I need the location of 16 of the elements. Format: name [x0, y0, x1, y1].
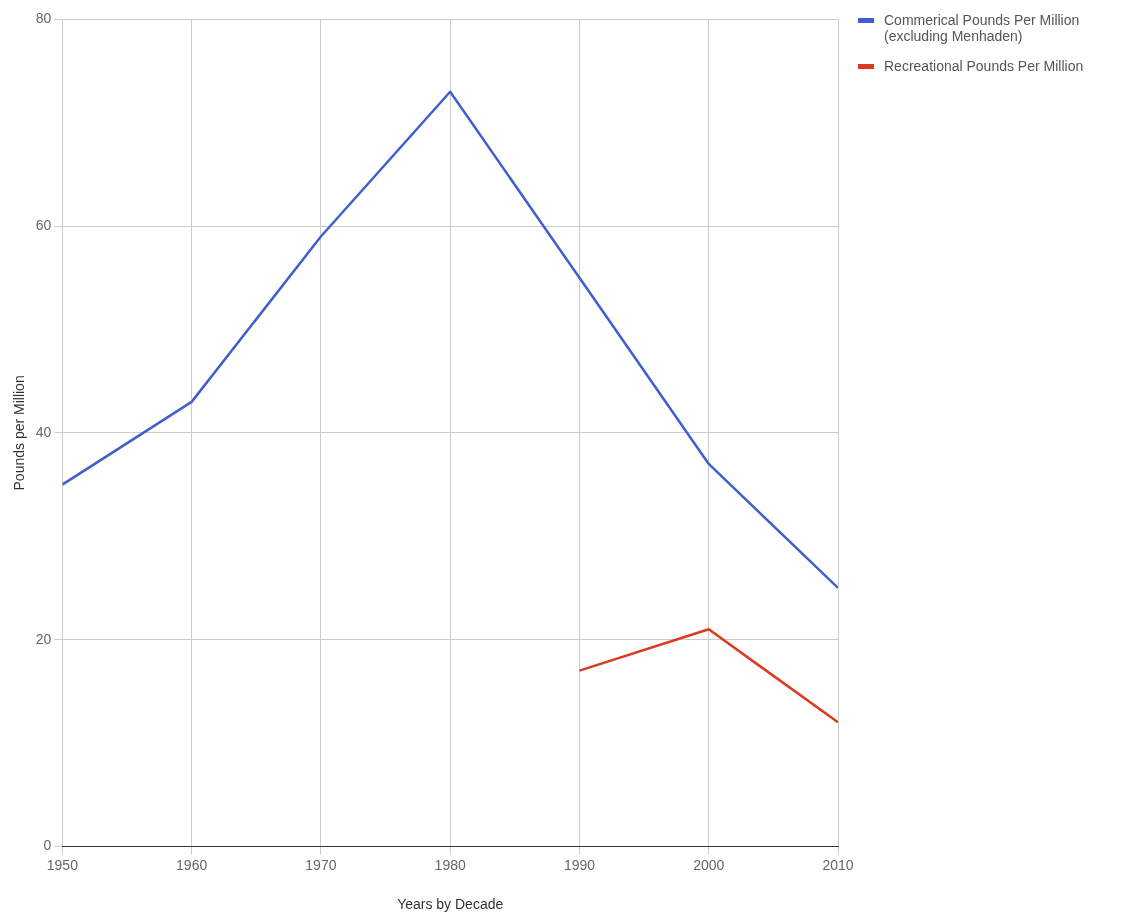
- x-tick-label: 1990: [563, 856, 596, 873]
- y-tick-label: 0: [43, 837, 52, 854]
- x-axis-title: Years by Decade: [397, 896, 504, 913]
- x-tick-label: 1950: [46, 856, 79, 873]
- x-tick-label: 2010: [822, 856, 854, 873]
- x-tick-label: 2000: [693, 856, 725, 873]
- y-tick-label: 80: [35, 10, 52, 27]
- y-tick-label: 40: [35, 423, 52, 440]
- x-tick-label: 1970: [305, 856, 337, 873]
- x-tick-label: 1980: [434, 856, 466, 873]
- x-tick-label: 1960: [176, 856, 208, 873]
- legend-label: Commerical Pounds Per Million (excluding Menhaden): [884, 12, 1081, 44]
- y-tick-label: 20: [35, 630, 52, 647]
- y-axis-title: Pounds per Million: [11, 375, 28, 491]
- legend-label: Recreational Pounds Per Million: [884, 58, 1084, 74]
- y-tick-label: 60: [35, 217, 52, 234]
